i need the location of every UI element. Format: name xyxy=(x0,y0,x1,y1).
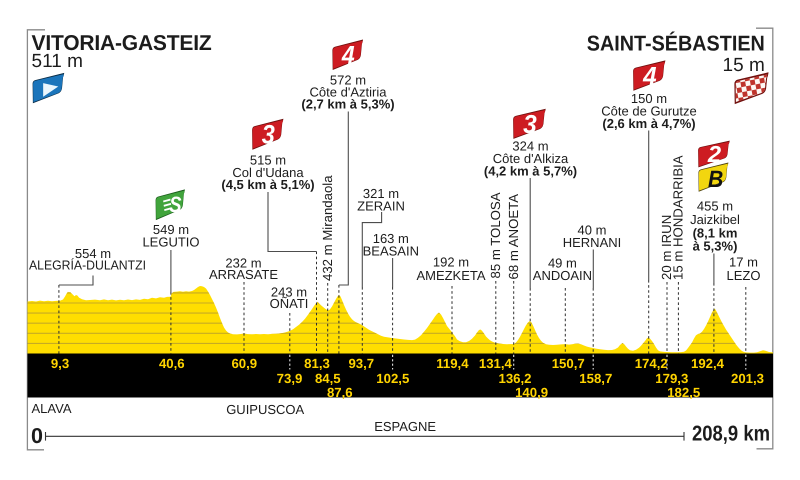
svg-text:4: 4 xyxy=(341,42,355,71)
svg-text:(4,5 km à 5,1%): (4,5 km à 5,1%) xyxy=(221,177,314,192)
svg-text:VITORIA-GASTEIZ: VITORIA-GASTEIZ xyxy=(32,31,212,55)
svg-text:243 m: 243 m xyxy=(271,285,307,300)
svg-text:150 m: 150 m xyxy=(631,91,667,106)
svg-text:GUIPUSCOA: GUIPUSCOA xyxy=(226,402,304,417)
svg-text:15 m: 15 m xyxy=(723,55,765,76)
svg-text:131,4: 131,4 xyxy=(479,356,513,371)
svg-text:192 m: 192 m xyxy=(433,255,469,270)
svg-text:511 m: 511 m xyxy=(32,51,83,72)
svg-text:182,5: 182,5 xyxy=(667,385,700,400)
svg-text:208,9 km: 208,9 km xyxy=(692,421,770,445)
svg-text:554 m: 554 m xyxy=(75,246,111,261)
svg-text:201,3: 201,3 xyxy=(731,371,764,386)
svg-text:ARRASATE: ARRASATE xyxy=(209,267,278,282)
svg-text:Côte de Gurutze: Côte de Gurutze xyxy=(601,103,696,118)
svg-text:158,7: 158,7 xyxy=(579,371,612,386)
svg-text:84,5: 84,5 xyxy=(315,371,341,386)
svg-text:49 m: 49 m xyxy=(548,256,577,271)
svg-text:17 m: 17 m xyxy=(729,255,758,270)
svg-text:85 m TOLOSA: 85 m TOLOSA xyxy=(488,192,503,278)
svg-text:136,2: 136,2 xyxy=(498,371,531,386)
svg-text:179,3: 179,3 xyxy=(655,371,688,386)
svg-text:68 m ANOETA: 68 m ANOETA xyxy=(506,194,521,280)
svg-text:60,9: 60,9 xyxy=(231,356,257,371)
svg-text:(8,1 km: (8,1 km xyxy=(693,225,738,240)
svg-text:(2,6 km à 4,7%): (2,6 km à 4,7%) xyxy=(602,116,695,131)
svg-text:OÑATI: OÑATI xyxy=(270,296,309,311)
svg-text:HERNANI: HERNANI xyxy=(563,235,622,250)
svg-text:SAINT-SÉBASTIEN: SAINT-SÉBASTIEN xyxy=(587,31,765,56)
svg-text:232 m: 232 m xyxy=(225,255,261,270)
svg-text:192,4: 192,4 xyxy=(691,356,725,371)
svg-text:174,2: 174,2 xyxy=(635,356,668,371)
svg-text:Côte d'Alkiza: Côte d'Alkiza xyxy=(493,151,569,166)
svg-text:324 m: 324 m xyxy=(512,138,548,153)
svg-text:455 m: 455 m xyxy=(697,198,733,213)
svg-text:93,7: 93,7 xyxy=(348,356,374,371)
svg-text:BEASAIN: BEASAIN xyxy=(363,243,419,258)
svg-text:321 m: 321 m xyxy=(363,186,399,201)
svg-text:AMEZKETA: AMEZKETA xyxy=(416,268,485,283)
svg-text:3: 3 xyxy=(262,121,275,150)
svg-text:40,6: 40,6 xyxy=(159,356,185,371)
svg-text:515 m: 515 m xyxy=(250,153,286,168)
svg-text:102,5: 102,5 xyxy=(376,371,409,386)
svg-text:LEZO: LEZO xyxy=(727,268,761,283)
svg-text:73,9: 73,9 xyxy=(277,371,303,386)
svg-text:4: 4 xyxy=(642,62,657,91)
svg-text:163 m: 163 m xyxy=(373,231,409,246)
svg-text:Col d'Udana: Col d'Udana xyxy=(232,165,304,180)
svg-text:140,9: 140,9 xyxy=(515,385,548,400)
svg-text:432 m Mirandaola: 432 m Mirandaola xyxy=(320,175,335,281)
svg-text:(4,2 km à 5,7%): (4,2 km à 5,7%) xyxy=(484,163,577,178)
svg-text:87,6: 87,6 xyxy=(327,385,353,400)
svg-text:ALAVA: ALAVA xyxy=(32,401,72,416)
svg-text:ALEGRÍA-DULANTZI: ALEGRÍA-DULANTZI xyxy=(29,257,146,272)
svg-text:15 m HONDARRIBIA: 15 m HONDARRIBIA xyxy=(671,155,686,280)
svg-text:S: S xyxy=(169,192,182,217)
svg-text:549 m: 549 m xyxy=(153,222,189,237)
svg-text:572 m: 572 m xyxy=(330,73,366,88)
svg-text:ANDOAIN: ANDOAIN xyxy=(533,268,592,283)
svg-text:0: 0 xyxy=(31,424,43,448)
svg-text:B: B xyxy=(708,165,723,192)
svg-text:Jaizkibel: Jaizkibel xyxy=(690,212,740,227)
svg-text:ESPAGNE: ESPAGNE xyxy=(374,419,436,434)
svg-text:(2,7 km à 5,3%): (2,7 km à 5,3%) xyxy=(301,97,394,112)
svg-text:150,7: 150,7 xyxy=(552,356,585,371)
svg-text:81,3: 81,3 xyxy=(304,356,330,371)
svg-text:20 m IRUN: 20 m IRUN xyxy=(659,215,674,280)
svg-text:2: 2 xyxy=(707,142,722,167)
svg-text:9,3: 9,3 xyxy=(51,356,69,371)
svg-text:3: 3 xyxy=(523,111,537,140)
svg-text:à 5,3%): à 5,3%) xyxy=(693,239,738,254)
svg-text:40 m: 40 m xyxy=(578,222,607,237)
svg-text:Côte d'Aztiria: Côte d'Aztiria xyxy=(310,85,388,100)
svg-text:LEGUTIO: LEGUTIO xyxy=(142,234,199,249)
svg-text:ZERAIN: ZERAIN xyxy=(357,198,405,213)
svg-text:119,4: 119,4 xyxy=(436,356,469,371)
